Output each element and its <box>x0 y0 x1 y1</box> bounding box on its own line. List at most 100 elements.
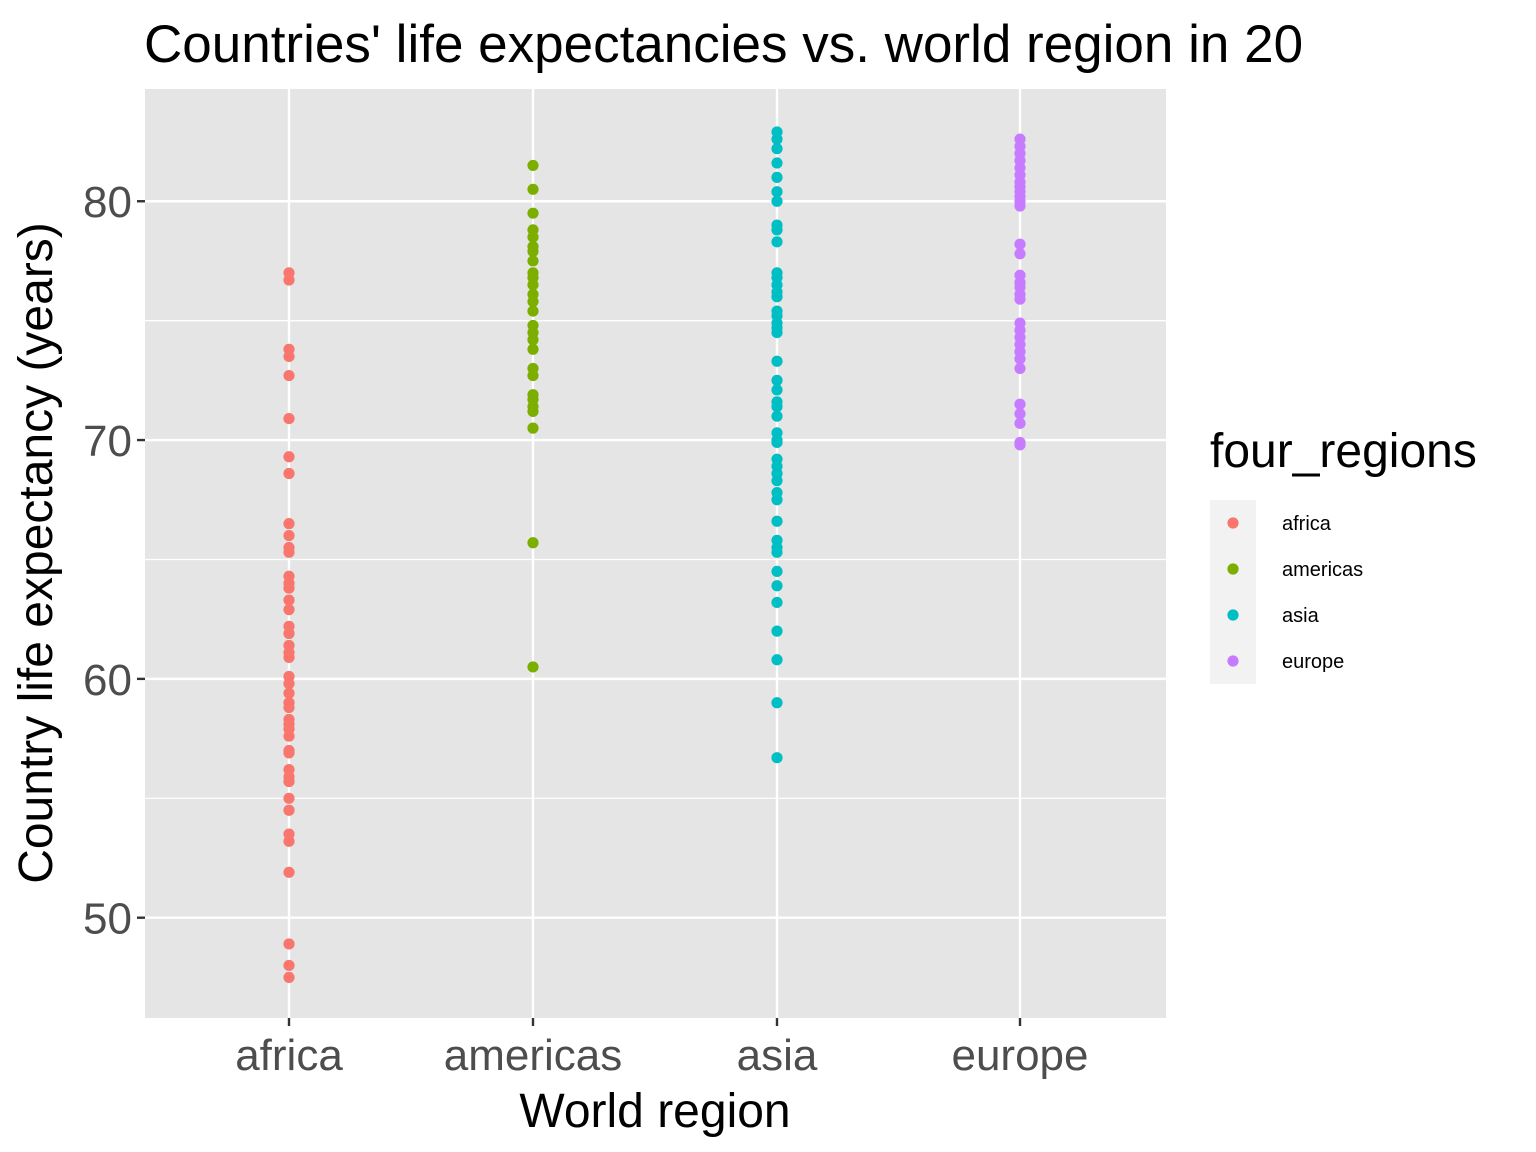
data-point-europe <box>1014 408 1026 420</box>
data-point-asia <box>771 326 783 339</box>
data-point-africa <box>283 804 295 816</box>
legend-key-europe <box>1227 655 1239 667</box>
data-point-asia <box>771 752 783 764</box>
data-point-americas <box>527 255 539 267</box>
data-point-africa <box>283 582 295 594</box>
x-axis-title: World region <box>519 1085 790 1138</box>
data-point-africa <box>283 651 295 663</box>
legend-label-europe: europe <box>1282 651 1344 673</box>
data-point-asia <box>771 374 783 386</box>
data-point-asia <box>771 171 783 183</box>
data-point-africa <box>283 350 295 363</box>
data-point-africa <box>283 866 295 878</box>
legend-title: four_regions <box>1210 425 1477 478</box>
data-point-asia <box>771 436 783 449</box>
data-point-asia <box>771 236 783 248</box>
data-point-africa <box>283 678 295 690</box>
data-point-asia <box>771 565 783 578</box>
legend-key-africa <box>1227 517 1239 529</box>
data-point-asia <box>771 384 783 396</box>
data-point-europe <box>1014 417 1026 429</box>
data-point-asia <box>771 401 783 413</box>
legend-key-americas <box>1227 563 1239 575</box>
data-point-asia <box>771 580 783 592</box>
data-point-africa <box>283 451 295 463</box>
panel-background <box>145 89 1166 1018</box>
data-point-americas <box>527 207 539 219</box>
data-point-europe <box>1014 293 1026 305</box>
data-point-americas <box>527 405 539 418</box>
data-point-africa <box>283 792 295 804</box>
y-tick-label: 60 <box>83 656 132 705</box>
data-point-americas <box>527 183 539 195</box>
legend-label-americas: americas <box>1282 559 1363 581</box>
data-point-americas <box>527 159 539 172</box>
data-point-americas <box>527 369 539 382</box>
data-point-asia <box>771 475 783 487</box>
data-point-americas <box>527 537 539 549</box>
data-point-asia <box>771 133 783 145</box>
data-points <box>283 126 1026 984</box>
data-point-africa <box>283 701 295 714</box>
data-point-africa <box>283 529 295 542</box>
y-tick-label: 80 <box>83 178 132 227</box>
data-point-americas <box>527 343 539 355</box>
chart-title: Countries' life expectancies vs. world r… <box>144 15 1303 74</box>
data-point-americas <box>527 295 539 308</box>
data-point-europe <box>1014 238 1026 250</box>
x-tick-label: asia <box>737 1031 818 1080</box>
data-point-asia <box>771 224 783 236</box>
y-tick-label: 70 <box>83 417 132 466</box>
data-point-africa <box>283 747 295 759</box>
data-point-europe <box>1014 362 1026 375</box>
legend-label-africa: africa <box>1282 513 1332 535</box>
data-point-asia <box>771 625 783 637</box>
data-point-africa <box>283 730 295 742</box>
data-point-asia <box>771 596 783 609</box>
plot-panel <box>145 89 1166 1018</box>
data-point-africa <box>283 627 295 640</box>
data-point-asia <box>771 654 783 666</box>
data-point-asia <box>771 355 783 367</box>
data-point-asia <box>771 195 783 207</box>
data-point-africa <box>283 412 295 425</box>
x-tick-label: europe <box>951 1031 1088 1080</box>
data-point-africa <box>283 546 295 558</box>
data-point-europe <box>1014 200 1026 212</box>
x-axis-ticks: africa americas asia europe <box>235 1018 1089 1080</box>
data-point-africa <box>283 835 295 847</box>
data-point-africa <box>283 518 295 530</box>
data-point-americas <box>527 334 539 346</box>
legend: four_regions africa americas asia europe <box>1210 425 1477 684</box>
data-point-asia <box>771 410 783 422</box>
x-tick-label: africa <box>235 1031 343 1080</box>
data-point-africa <box>283 604 295 616</box>
y-axis-title: Country life expectancy (years) <box>10 222 63 884</box>
data-point-americas <box>527 305 539 317</box>
data-point-africa <box>283 971 295 984</box>
data-point-asia <box>771 186 783 198</box>
data-point-africa <box>283 687 295 699</box>
y-axis-ticks: 50 60 70 80 <box>83 178 145 944</box>
data-point-asia <box>771 157 783 169</box>
data-point-africa <box>283 938 295 950</box>
data-point-africa <box>283 959 295 972</box>
data-point-asia <box>771 546 783 558</box>
data-point-europe <box>1014 439 1026 451</box>
data-point-europe <box>1014 248 1026 260</box>
data-point-africa <box>283 775 295 788</box>
data-point-americas <box>527 279 539 291</box>
data-point-africa <box>283 274 295 286</box>
x-tick-label: americas <box>444 1031 623 1080</box>
data-point-africa <box>283 369 295 382</box>
data-point-asia <box>771 291 783 303</box>
data-point-europe <box>1014 353 1026 365</box>
data-point-asia <box>771 494 783 506</box>
data-point-africa <box>283 467 295 480</box>
data-point-africa <box>283 594 295 606</box>
legend-key-background <box>1210 500 1256 684</box>
data-point-asia <box>771 515 783 527</box>
legend-key-asia <box>1227 609 1239 621</box>
data-point-europe <box>1014 398 1026 410</box>
